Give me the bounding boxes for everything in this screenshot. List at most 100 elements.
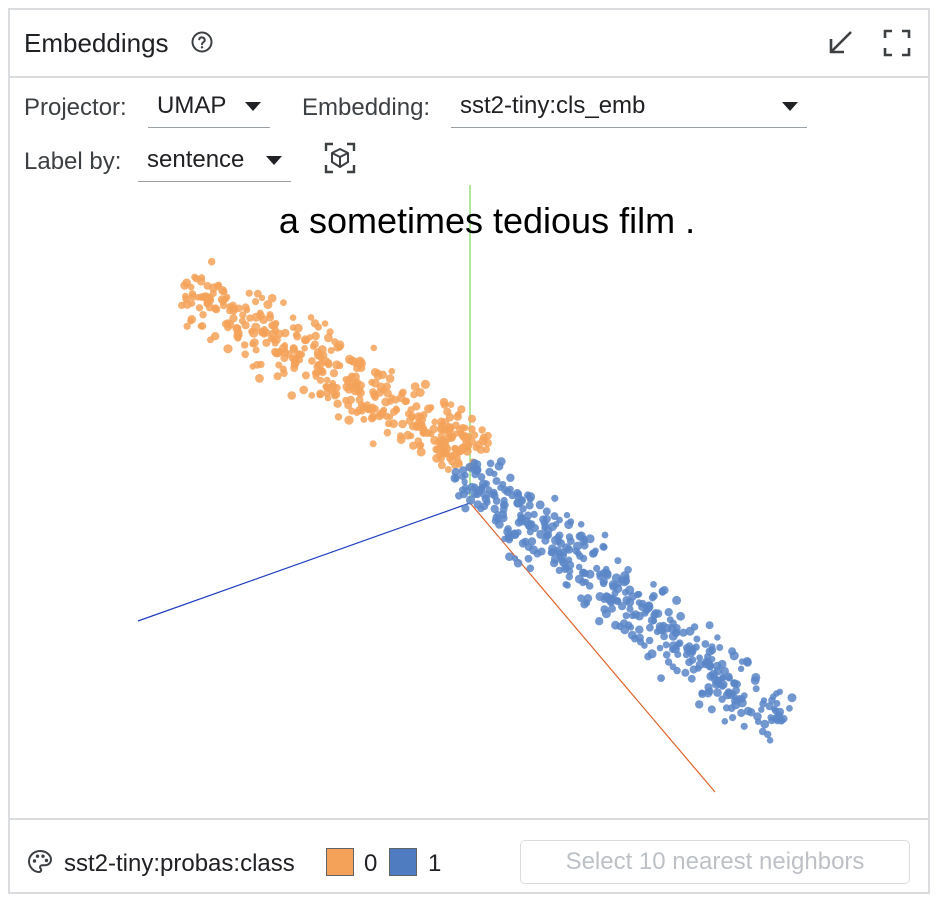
embedding-point[interactable] <box>346 395 355 404</box>
embedding-point[interactable] <box>399 388 407 396</box>
embedding-point[interactable] <box>301 345 308 352</box>
embedding-point[interactable] <box>447 401 455 408</box>
embedding-point[interactable] <box>461 478 468 486</box>
embedding-point[interactable] <box>279 365 287 373</box>
embedding-point[interactable] <box>513 558 523 568</box>
embedding-point[interactable] <box>729 690 737 697</box>
embedding-point[interactable] <box>772 707 780 715</box>
embedding-point[interactable] <box>643 603 653 613</box>
embedding-point[interactable] <box>359 403 368 411</box>
embedding-point[interactable] <box>629 612 636 620</box>
embedding-point[interactable] <box>647 649 657 659</box>
embedding-point[interactable] <box>245 289 253 297</box>
embedding-point[interactable] <box>414 437 423 445</box>
embedding-point[interactable] <box>390 407 398 416</box>
embedding-point[interactable] <box>238 317 246 325</box>
embedding-point[interactable] <box>455 458 463 467</box>
embedding-point[interactable] <box>580 541 589 550</box>
embedding-point[interactable] <box>243 306 251 314</box>
embedding-point[interactable] <box>241 350 249 359</box>
embedding-point[interactable] <box>203 298 212 307</box>
embedding-point[interactable] <box>499 480 507 488</box>
embedding-point[interactable] <box>577 521 585 528</box>
embedding-point[interactable] <box>327 347 335 354</box>
embedding-point[interactable] <box>285 350 293 358</box>
embedding-point[interactable] <box>730 679 739 688</box>
embedding-point[interactable] <box>348 407 356 415</box>
label-by-dropdown[interactable]: sentence <box>138 142 291 182</box>
embedding-point[interactable] <box>505 552 514 561</box>
embedding-point[interactable] <box>738 695 746 703</box>
embedding-point[interactable] <box>728 647 737 656</box>
embedding-point[interactable] <box>295 350 304 359</box>
embedding-point[interactable] <box>494 461 504 471</box>
embedding-point[interactable] <box>551 494 559 502</box>
embedding-point[interactable] <box>410 390 418 399</box>
embedding-point[interactable] <box>499 500 509 510</box>
embedding-point[interactable] <box>191 273 199 281</box>
embedding-point[interactable] <box>486 459 495 468</box>
embedding-point[interactable] <box>203 282 212 290</box>
embedding-point[interactable] <box>195 304 204 312</box>
embedding-point[interactable] <box>477 473 486 481</box>
embedding-point[interactable] <box>657 674 665 682</box>
embedding-point[interactable] <box>771 714 780 723</box>
embedding-point[interactable] <box>347 357 355 365</box>
embedding-point[interactable] <box>420 379 430 389</box>
embedding-point[interactable] <box>695 700 704 709</box>
embedding-point[interactable] <box>614 557 622 565</box>
embedding-point[interactable] <box>720 666 729 676</box>
embedding-point[interactable] <box>716 644 724 651</box>
embedding-point[interactable] <box>329 369 339 378</box>
embedding-point[interactable] <box>576 552 584 560</box>
embedding-point[interactable] <box>646 623 654 632</box>
embedding-point[interactable] <box>601 531 609 539</box>
embedding-point[interactable] <box>611 620 620 630</box>
embedding-point[interactable] <box>600 543 608 551</box>
embedding-point[interactable] <box>573 541 582 551</box>
embedding-point[interactable] <box>281 342 289 349</box>
embedding-point[interactable] <box>308 392 316 399</box>
embedding-point[interactable] <box>437 461 446 470</box>
embedding-point[interactable] <box>712 661 722 671</box>
embedding-point[interactable] <box>543 526 553 535</box>
embedding-point[interactable] <box>704 683 713 692</box>
embedding-point[interactable] <box>593 564 601 572</box>
embedding-point[interactable] <box>223 344 233 354</box>
select-nearest-neighbors-button[interactable]: Select 10 nearest neighbors <box>520 840 910 884</box>
embedding-point[interactable] <box>459 466 468 475</box>
embedding-point[interactable] <box>280 299 287 306</box>
embedding-point[interactable] <box>676 611 685 621</box>
embedding-point[interactable] <box>398 419 407 429</box>
embedding-point[interactable] <box>291 359 300 368</box>
embedding-point[interactable] <box>410 382 420 391</box>
embedding-point[interactable] <box>323 376 331 384</box>
embedding-point[interactable] <box>446 425 455 433</box>
embedding-point[interactable] <box>233 324 242 332</box>
embedding-point[interactable] <box>494 510 501 518</box>
embedding-point[interactable] <box>324 394 332 402</box>
embedding-point[interactable] <box>307 314 315 321</box>
embedding-point[interactable] <box>621 588 629 596</box>
embedding-point[interactable] <box>262 338 271 347</box>
embedding-point[interactable] <box>662 623 672 633</box>
embedding-point[interactable] <box>637 638 645 646</box>
embedding-point[interactable] <box>224 323 232 332</box>
embedding-point[interactable] <box>324 333 333 343</box>
embedding-point[interactable] <box>342 376 350 383</box>
embedding-point[interactable] <box>271 339 279 347</box>
embedding-point[interactable] <box>596 573 604 581</box>
fullscreen-icon[interactable] <box>882 28 912 58</box>
embedding-point[interactable] <box>266 313 275 322</box>
embedding-point[interactable] <box>687 674 696 683</box>
embedding-point[interactable] <box>492 497 501 505</box>
embedding-point[interactable] <box>713 688 722 697</box>
embedding-point[interactable] <box>452 475 460 482</box>
embedding-point[interactable] <box>743 706 753 716</box>
embedding-point[interactable] <box>525 501 534 510</box>
embedding-point[interactable] <box>541 536 550 545</box>
embedding-point[interactable] <box>472 444 480 452</box>
embedding-point[interactable] <box>645 636 654 645</box>
embedding-point[interactable] <box>385 374 395 383</box>
embedding-point[interactable] <box>536 529 546 539</box>
